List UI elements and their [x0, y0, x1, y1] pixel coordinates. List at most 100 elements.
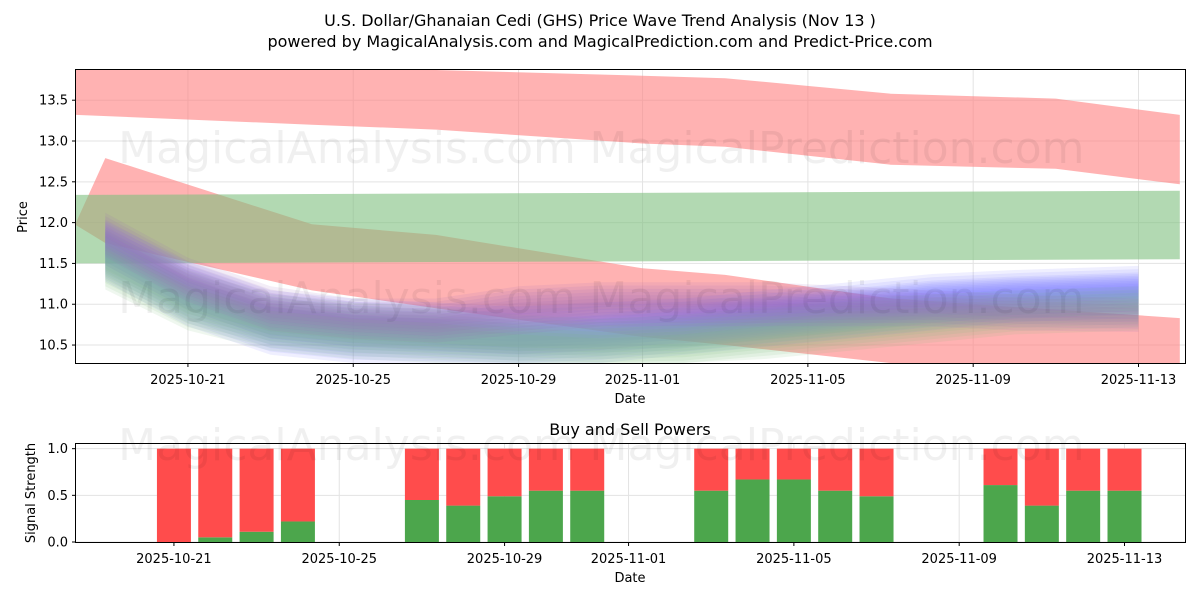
sell-bar — [1024, 448, 1059, 506]
signal-x-tick-label: 2025-10-25 — [301, 552, 377, 567]
wave-cluster-2 — [105, 233, 1139, 363]
wave-cluster-1-layer — [105, 227, 1139, 342]
wave-cluster-2-layer — [105, 246, 1139, 361]
sell-bar — [859, 448, 894, 497]
sell-bar — [776, 448, 811, 480]
watermark-mid-right: MagicalPrediction.com — [590, 273, 1085, 324]
chart-subtitle: powered by MagicalAnalysis.com and Magic… — [267, 32, 932, 51]
signal-x-tick-label: 2025-11-13 — [1087, 552, 1163, 567]
price-x-axis: 2025-10-21 2025-10-25 2025-10-29 2025-11-01… — [150, 363, 1176, 388]
signal-chart: Buy and Sell Powers MagicalAnalysis.com … — [24, 420, 1186, 586]
buy-bar — [735, 479, 770, 542]
wave-cluster-3-layer — [105, 245, 1139, 363]
watermark-mid-left: MagicalAnalysis.com — [118, 273, 576, 324]
sell-bar — [735, 448, 770, 480]
sell-bar — [1066, 448, 1101, 491]
signal-y-tick-label: 1.0 — [47, 442, 68, 457]
buy-bar — [859, 496, 894, 542]
buy-bar — [1024, 505, 1059, 542]
sell-bar — [818, 448, 853, 491]
wave-cluster-1-layer — [105, 237, 1139, 352]
wave-cluster-4-layer — [105, 216, 1139, 327]
price-x-axis-label: Date — [614, 392, 645, 407]
signal-y-axis-label: Signal Strength — [24, 443, 39, 543]
wave-cluster-4-layer — [105, 219, 1139, 330]
price-x-tick-label: 2025-10-21 — [150, 373, 226, 388]
sell-bar — [487, 448, 522, 497]
wave-cluster-3-layer — [105, 229, 1139, 350]
sell-bar — [694, 448, 729, 491]
sell-bar — [570, 448, 605, 491]
price-y-tick-label: 11.5 — [39, 257, 68, 272]
buy-bar — [983, 485, 1018, 542]
price-y-tick-label: 13.5 — [39, 94, 68, 109]
descending-red-band — [76, 158, 1180, 363]
buy-bar — [198, 537, 233, 542]
price-x-tick-label: 2025-11-09 — [935, 373, 1011, 388]
wave-cluster-4-layer — [105, 229, 1139, 340]
signal-y-tick-label: 0.5 — [47, 489, 68, 504]
price-x-tick-label: 2025-11-01 — [605, 373, 681, 388]
signal-x-tick-label: 2025-10-21 — [136, 552, 212, 567]
wave-cluster-4-layer — [105, 232, 1139, 343]
buy-bar — [239, 531, 274, 542]
wave-cluster-2-layer — [105, 233, 1139, 348]
price-y-tick-label: 10.5 — [39, 339, 68, 354]
wave-cluster-3-layer — [105, 235, 1139, 356]
signal-x-tick-label: 2025-10-29 — [467, 552, 543, 567]
wave-cluster-2-layer — [105, 252, 1139, 363]
wave-cluster-1-layer — [105, 224, 1139, 339]
signal-x-tick-label: 2025-11-05 — [756, 552, 832, 567]
upper-red-band — [76, 70, 1180, 185]
wave-cluster-3 — [105, 229, 1139, 363]
price-y-tick-label: 12.0 — [39, 216, 68, 231]
wave-cluster-3-layer — [105, 232, 1139, 353]
signal-x-tick-label: 2025-11-01 — [591, 552, 667, 567]
signal-y-tick-label: 0.0 — [47, 536, 68, 551]
buy-bar — [694, 490, 729, 542]
signal-y-axis: 0.0 0.5 1.0 — [47, 442, 76, 551]
buy-bar — [404, 500, 439, 542]
sell-bar — [156, 448, 191, 542]
watermark-bottom-right: MagicalPrediction.com — [590, 420, 1085, 471]
sell-bar — [239, 448, 274, 532]
wave-cluster-3-layer — [105, 248, 1139, 363]
wave-cluster-1-layer — [105, 234, 1139, 349]
signal-x-axis: 2025-10-21 2025-10-25 2025-10-29 2025-11-01… — [136, 542, 1162, 567]
sell-bar — [446, 448, 481, 506]
signal-x-axis-label: Date — [614, 571, 645, 586]
price-y-axis-label: Price — [16, 201, 31, 233]
buy-bar — [446, 505, 481, 542]
buy-bar — [487, 496, 522, 542]
buy-bar — [528, 490, 563, 542]
watermark-top-right: MagicalPrediction.com — [590, 123, 1085, 174]
wave-cluster-1-layer — [105, 221, 1139, 336]
buy-bar — [818, 490, 853, 542]
watermark-bottom-left: MagicalAnalysis.com — [118, 420, 576, 471]
wave-cluster-2-layer — [105, 236, 1139, 351]
wave-cluster-4-layer — [105, 225, 1139, 337]
price-x-tick-label: 2025-10-29 — [481, 373, 557, 388]
price-chart: MagicalAnalysis.com MagicalPrediction.co… — [16, 69, 1186, 407]
watermark-top-left: MagicalAnalysis.com — [118, 123, 576, 174]
wave-cluster-1-layer — [105, 230, 1139, 345]
price-y-tick-label: 11.0 — [39, 298, 68, 313]
signal-chart-title: Buy and Sell Powers — [549, 420, 711, 439]
chart-title: U.S. Dollar/Ghanaian Cedi (GHS) Price Wa… — [324, 11, 876, 30]
sell-bar — [198, 448, 233, 538]
buy-bar — [280, 521, 315, 542]
buy-bar — [776, 479, 811, 542]
price-y-tick-label: 13.0 — [39, 135, 68, 150]
price-x-tick-label: 2025-11-13 — [1101, 373, 1177, 388]
price-x-tick-label: 2025-10-25 — [315, 373, 391, 388]
signal-x-tick-label: 2025-11-09 — [921, 552, 997, 567]
wave-cluster-1-layer — [105, 240, 1139, 355]
wave-cluster-2-layer — [105, 239, 1139, 354]
wave-cluster-3-layer — [105, 238, 1139, 359]
wave-cluster-2-layer — [105, 243, 1139, 358]
buy-bar — [1107, 490, 1142, 542]
price-y-axis: 10.5 11.0 11.5 12.0 12.5 13.0 13.5 — [39, 94, 76, 354]
price-x-tick-label: 2025-11-05 — [770, 373, 846, 388]
buy-bar — [570, 490, 605, 542]
wave-cluster-1 — [105, 221, 1139, 355]
